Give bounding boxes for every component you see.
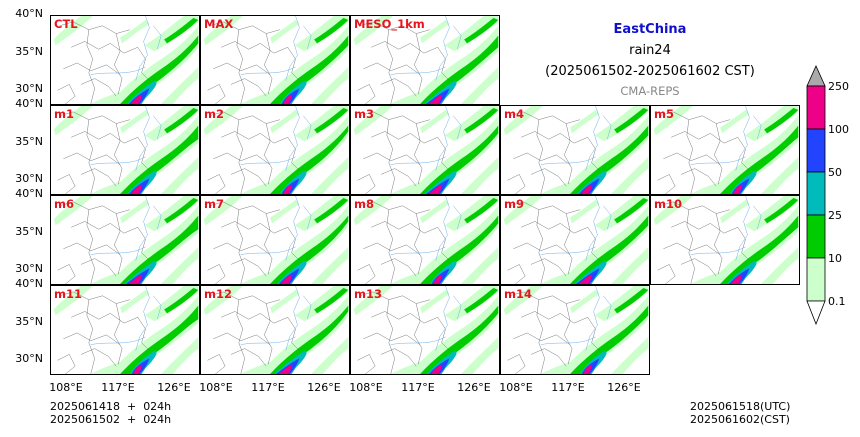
map-panel-meso-1km: MESO_1km [350, 15, 500, 105]
latitude-label: 40°N [15, 97, 43, 110]
precipitation-map [353, 286, 499, 374]
map-panel-max: MAX [200, 15, 350, 105]
region-title: EastChina [613, 22, 687, 37]
panel-label: m13 [354, 287, 382, 301]
init-time-cst: 2025061502 + 024h [50, 413, 172, 426]
panel-label: m1 [54, 107, 74, 121]
longitude-label: 117°E [401, 381, 435, 394]
panel-label: m6 [54, 197, 74, 211]
init-time-utc: 2025061418 + 024h [50, 400, 172, 413]
map-panel-m8: m8 [350, 195, 500, 285]
colorbar-label-25: 25 [828, 209, 842, 222]
precipitation-map [653, 196, 799, 284]
panel-label: m7 [204, 197, 224, 211]
colorbar-lower-arrow [806, 300, 826, 326]
latitude-label: 40°N [15, 7, 43, 20]
map-panel-m12: m12 [200, 285, 350, 375]
map-panel-m3: m3 [350, 105, 500, 195]
colorbar [806, 65, 826, 326]
precipitation-map [53, 286, 199, 374]
colorbar-bin-10 [806, 257, 826, 302]
panel-label: MAX [204, 17, 234, 31]
precipitation-map [503, 106, 649, 194]
panel-label: m12 [204, 287, 232, 301]
precipitation-map [203, 106, 349, 194]
precipitation-map [503, 286, 649, 374]
longitude-label: 126°E [157, 381, 191, 394]
map-panel-m7: m7 [200, 195, 350, 285]
precipitation-map [53, 16, 199, 104]
map-panel-m9: m9 [500, 195, 650, 285]
longitude-label: 108°E [49, 381, 83, 394]
map-panel-m10: m10 [650, 195, 800, 285]
longitude-label: 126°E [457, 381, 491, 394]
latitude-label: 30°N [15, 82, 43, 95]
precipitation-map [203, 286, 349, 374]
latitude-label: 35°N [15, 135, 43, 148]
map-panel-m13: m13 [350, 285, 500, 375]
colorbar-bin-100 [806, 128, 826, 173]
longitude-label: 126°E [607, 381, 641, 394]
longitude-label: 108°E [499, 381, 533, 394]
valid-time-cst: 2025061602(CST) [690, 413, 790, 426]
latitude-label: 30°N [15, 352, 43, 365]
precipitation-map [353, 106, 499, 194]
panel-label: m4 [504, 107, 524, 121]
panel-label: m9 [504, 197, 524, 211]
longitude-label: 126°E [307, 381, 341, 394]
panel-label: m11 [54, 287, 82, 301]
panel-label: m14 [504, 287, 532, 301]
longitude-label: 108°E [349, 381, 383, 394]
longitude-label: 117°E [101, 381, 135, 394]
map-panel-m5: m5 [650, 105, 800, 195]
precipitation-map [353, 16, 499, 104]
longitude-label: 117°E [251, 381, 285, 394]
latitude-label: 30°N [15, 262, 43, 275]
panel-label: m5 [654, 107, 674, 121]
precipitation-map [53, 196, 199, 284]
colorbar-bin-50 [806, 171, 826, 216]
panel-label: m10 [654, 197, 682, 211]
colorbar-label-250: 250 [828, 80, 849, 93]
map-panel-m11: m11 [50, 285, 200, 375]
map-panel-m14: m14 [500, 285, 650, 375]
precipitation-map [353, 196, 499, 284]
source-label: CMA-REPS [620, 84, 680, 98]
map-panel-m4: m4 [500, 105, 650, 195]
latitude-label: 40°N [15, 277, 43, 290]
map-panel-m1: m1 [50, 105, 200, 195]
latitude-label: 35°N [15, 45, 43, 58]
colorbar-label-50: 50 [828, 166, 842, 179]
latitude-label: 35°N [15, 225, 43, 238]
map-panel-ctl: CTL [50, 15, 200, 105]
panel-label: m3 [354, 107, 374, 121]
longitude-label: 117°E [551, 381, 585, 394]
colorbar-label-10: 10 [828, 252, 842, 265]
longitude-label: 108°E [199, 381, 233, 394]
precipitation-map [203, 196, 349, 284]
colorbar-label-0.1: 0.1 [828, 295, 846, 308]
valid-time-utc: 2025061518(UTC) [690, 400, 791, 413]
latitude-label: 35°N [15, 315, 43, 328]
panel-label: m8 [354, 197, 374, 211]
variable-title: rain24 [629, 43, 671, 58]
precipitation-map [503, 196, 649, 284]
latitude-label: 30°N [15, 172, 43, 185]
period-title: (2025061502-2025061602 CST) [545, 64, 755, 79]
colorbar-bin-25 [806, 214, 826, 259]
colorbar-label-100: 100 [828, 123, 849, 136]
colorbar-bin-250 [806, 85, 826, 130]
precipitation-map [53, 106, 199, 194]
precipitation-map [203, 16, 349, 104]
map-panel-m2: m2 [200, 105, 350, 195]
panel-label: m2 [204, 107, 224, 121]
panel-label: CTL [54, 17, 78, 31]
latitude-label: 40°N [15, 187, 43, 200]
colorbar-upper-arrow [806, 65, 826, 87]
panel-label: MESO_1km [354, 17, 425, 31]
map-panel-m6: m6 [50, 195, 200, 285]
precipitation-map [653, 106, 799, 194]
